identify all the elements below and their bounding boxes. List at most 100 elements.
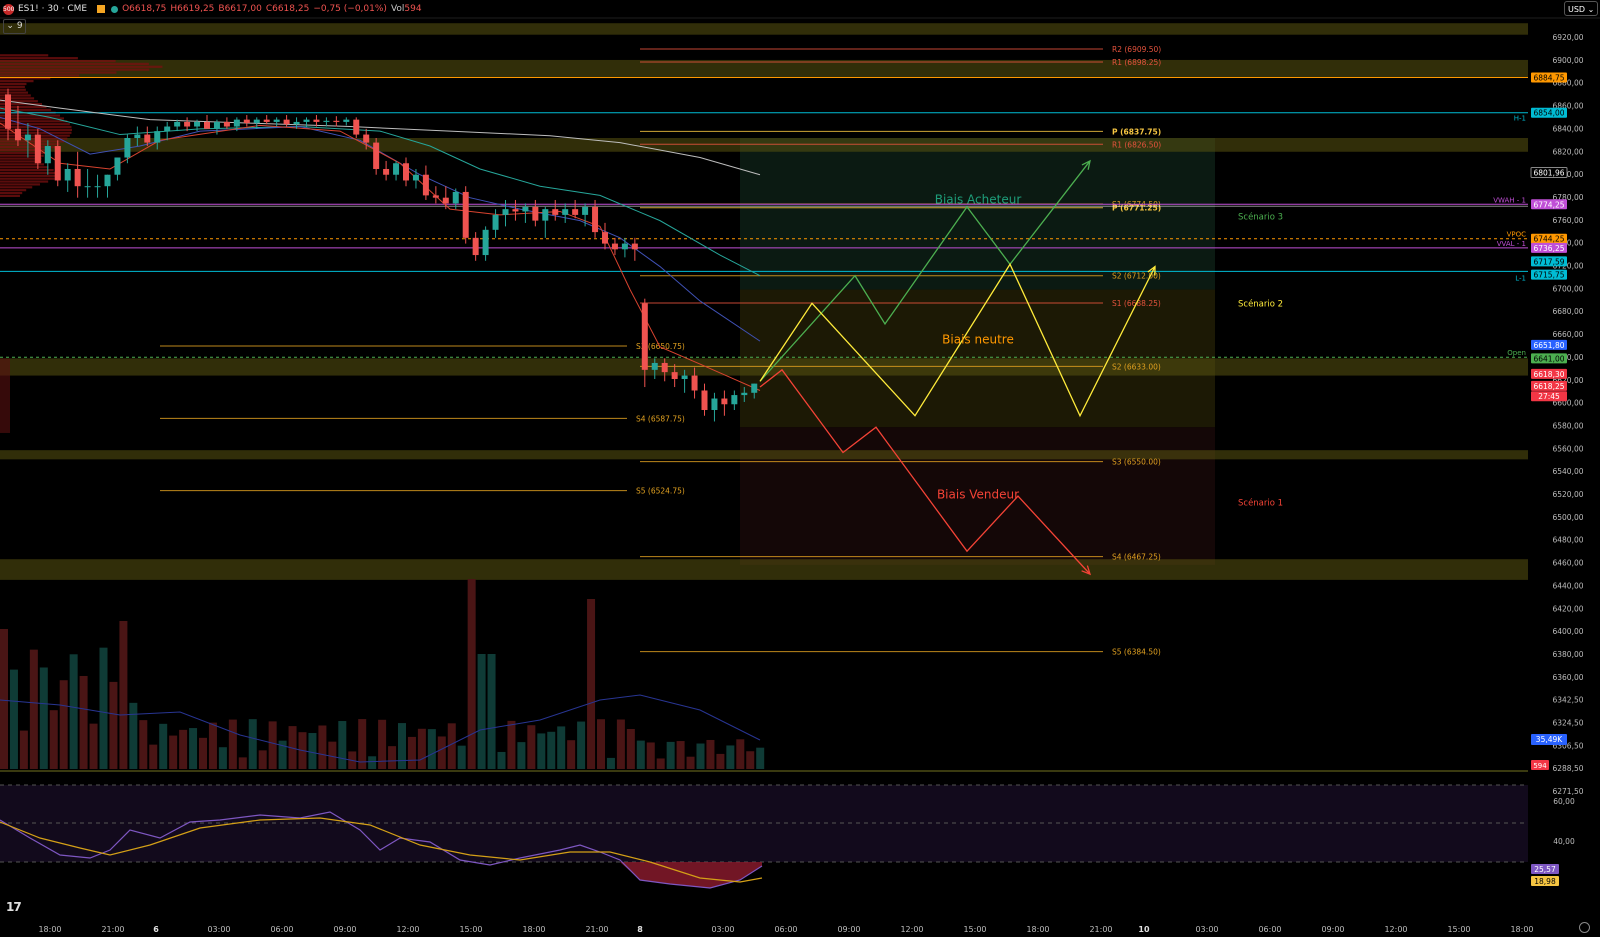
volume-bar [676,741,685,769]
time-axis-tick: 09:00 [1321,925,1344,934]
volume-bar [686,756,695,769]
volume-profile-bar [0,108,52,111]
scenario-sell-path-arrowhead [1081,565,1092,576]
volume-bar [636,740,645,769]
rsi-signal-badge [1531,876,1559,886]
volume-profile-bar [0,180,49,183]
volume-profile-bar [0,59,116,63]
volume-profile-bar [0,125,72,129]
volume-bar [626,729,635,769]
currency-selector[interactable]: USD ⌄ [1564,1,1598,16]
price-badge-label: 6774,25 [1533,200,1564,209]
time-axis-tick: 6 [153,925,159,934]
volume-bar [557,726,566,769]
key-level-label: VPOC [1507,231,1527,239]
volume-bar [427,729,436,769]
price-badge [1531,368,1567,379]
time-axis-tick: 15:00 [963,925,986,934]
price-axis-tick: 6880,00 [1552,79,1583,88]
moving-average-20 [0,116,761,342]
volume-profile-bar [0,151,48,154]
key-level-label: VVAL - 1 [1497,240,1526,248]
moving-average-50 [0,107,761,277]
rsi-signal-line [0,817,763,883]
price-badge-label: 6618,30 [1533,370,1564,379]
volume-bar [9,669,18,769]
candle-body [502,209,509,215]
time-axis-tick: 21:00 [101,925,124,934]
candle-body [731,395,738,405]
price-badge [1531,233,1567,244]
price-badge-label: 6744,25 [1533,235,1564,244]
volume-bar [238,757,247,769]
scenario-buy-path [759,160,1091,382]
scenario-buy-box [740,137,1215,290]
volume-bar [646,742,655,769]
candle-body [94,186,101,188]
volume-profile-bar [0,358,10,433]
candle-body [552,209,559,215]
volume-bar [587,599,596,769]
volume-bar [19,730,28,769]
candle-body [721,398,728,405]
volume-bar [139,720,148,769]
volume-bar [567,740,576,769]
candle-body [253,119,260,124]
volume-bar [268,721,277,769]
volume-bar [537,733,546,769]
candle-body [263,119,270,122]
volume-profile-bar [0,189,27,192]
volume-bar [99,647,108,769]
candle-body [363,134,370,143]
volume-bar [716,753,725,769]
candle-body [562,209,569,215]
volume-bar [756,747,765,769]
pivot-label: R1 (6898.25) [1112,58,1161,67]
price-badge [1531,339,1567,350]
candle-body [273,119,280,122]
price-axis-tick: 6600,00 [1552,399,1583,408]
volume-profile-bar [0,88,26,91]
volume-bar [169,735,178,769]
market-status-icon [111,5,119,13]
candle-body [194,121,201,127]
candle-body [134,134,141,138]
volume-bar [696,743,705,769]
key-level-label: VWAH - 1 [1493,196,1526,204]
rsi-signal-badge-label: 18,98 [1534,877,1556,886]
volume-bar [726,745,735,769]
volume-bar [517,742,526,769]
volume-bar [547,731,556,769]
volume-profile-bar [0,102,43,106]
price-axis-tick: 6560,00 [1552,444,1583,453]
candle-body [602,232,608,244]
price-badge [1531,380,1567,391]
flag-icon[interactable] [97,5,106,13]
price-axis-tick: 6640,00 [1552,353,1583,362]
price-badge [1531,353,1567,364]
price-badge-label: 6801,96 [1533,168,1564,177]
candle-body [611,243,618,250]
time-axis-tick: 09:00 [333,925,356,934]
price-badge-label: 6717,59 [1533,257,1564,266]
volume-bar [308,733,317,769]
time-axis-tick: 12:00 [396,925,419,934]
tradingview-logo-icon[interactable]: 17 [6,900,22,914]
price-axis-tick: 6900,00 [1552,56,1583,65]
symbol-title[interactable]: ES1! · 30 · CME [18,4,88,14]
pivot-label: S2 (6712.00) [1112,272,1161,281]
candle-body [651,362,658,370]
volume-bar [179,729,188,769]
price-axis-tick: 6840,00 [1552,124,1583,133]
volume-profile-bar [0,160,42,163]
scenario-3-name: Scénario 3 [1238,211,1283,222]
volume-bar [49,710,58,769]
candle-body [582,206,589,215]
indicators-toggle-button[interactable]: ⌄ 9 [3,19,26,34]
volume-profile-bar [0,82,27,86]
pivot-label: S2 (6633.00) [1112,362,1161,371]
volume-profile-bar [0,54,49,57]
gear-icon[interactable] [1579,922,1590,933]
zone-band [0,23,1528,35]
